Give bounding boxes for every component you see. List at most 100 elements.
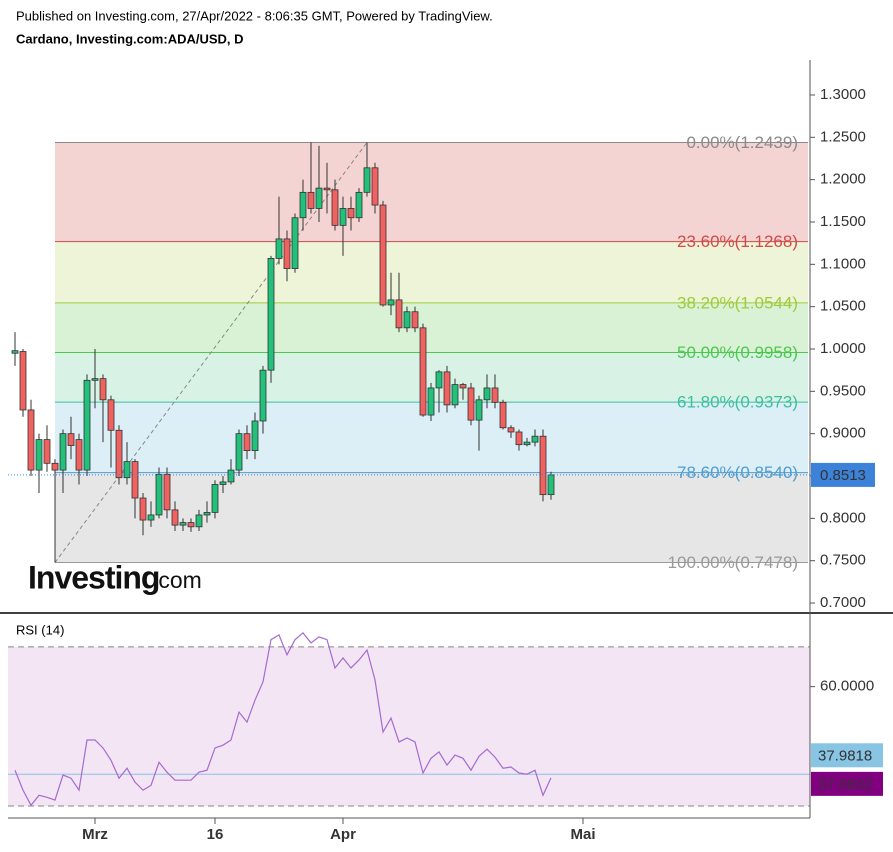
candle-body [459,384,467,389]
candle-body [251,420,259,452]
candle-body [115,429,123,479]
candle-body [275,238,283,259]
candle-body [547,474,555,496]
candle-body [435,371,443,389]
candle-body [483,387,491,401]
candle-body [499,401,507,429]
y-tick-label: 60.0000 [820,678,874,695]
x-tick-label: Mai [570,826,595,843]
fib-label: 78.60%(0.8540) [677,463,798,482]
candle-body [355,191,363,219]
candle-body [451,384,459,406]
candle-body [395,299,403,329]
symbol-title: Cardano, Investing.com:ADA/USD, D [16,31,244,46]
y-tick-label: 1.0000 [820,340,866,357]
rsi-ma-label: 37.9818 [818,747,872,764]
candle-body [523,441,531,446]
candle-body [203,512,211,516]
candle-body [27,409,35,471]
candle-body [107,399,115,431]
y-tick-label: 1.0500 [820,298,866,315]
candle-body [491,387,499,403]
last-price-box [811,462,875,487]
candle-body [163,473,171,511]
candle-body [387,299,395,306]
y-tick-label: 0.9000 [820,425,866,442]
rsi-last-label: 37.0832 [818,776,872,793]
candle-body [83,379,91,471]
candle-body [35,439,43,471]
candle-body [267,257,275,371]
candle-body [515,431,523,446]
candle-body [179,522,187,526]
fib-label: 50.00%(0.9958) [677,343,798,362]
published-note: Published on Investing.com, 27/Apr/2022 … [16,8,493,23]
candle-body [123,461,131,479]
candle-body [139,497,147,521]
candle-body [11,350,19,354]
fib-band [55,302,808,353]
y-tick-label: 1.1000 [820,255,866,272]
y-tick-label: 1.1500 [820,213,866,230]
candle-body [427,387,435,416]
y-tick-label: 0.9500 [820,382,866,399]
candle-body [307,191,315,209]
x-tick-label: Mrz [82,826,108,843]
watermark-brand: Investing [28,559,159,595]
candle-body [235,433,243,471]
candle-body [299,191,307,219]
y-tick-label: 0.7000 [820,594,866,611]
fib-label: 38.20%(1.0544) [677,293,798,312]
fib-band [55,241,808,303]
price-panel: 0.00%(1.2439) 23.60%(1.1268) 38.20%(1.0544… [8,86,875,611]
trend-line [54,142,368,563]
candle-body [371,167,379,206]
fib-label: 100.00%(0.7478) [668,553,798,572]
candle-body [259,369,267,422]
last-price-label: 0.8513 [820,467,866,484]
candle-body [75,439,83,471]
y-tick-label: 0.7500 [820,552,866,569]
candle-body [243,433,251,452]
fib-label: 61.80%(0.9373) [677,393,798,412]
y-tick-label: 1.2500 [820,128,866,145]
candle-body [51,462,59,471]
candle-body [347,208,355,219]
candle-body [507,427,515,433]
fib-band [55,142,808,242]
candle-body [171,509,179,526]
fib-label: 23.60%(1.1268) [677,232,798,251]
candle-body [283,238,291,269]
rsi-line [14,632,552,807]
fib-label: 0.00%(1.2439) [686,133,798,152]
candle-body [211,484,219,513]
fib-band [55,472,808,563]
candle-body [91,378,99,381]
candle-body [291,217,299,269]
candle-body [315,187,323,209]
candle-body [411,311,419,329]
x-tick-label: Apr [330,826,356,843]
rsi-panel: RSI (14) 60.0000 Mrz 16 Apr Mai 37.9818 37.0832 [8,622,883,843]
candle-body [147,514,155,521]
candle-body [475,399,483,421]
candle-body [467,387,475,421]
y-tick-label: 1.2000 [820,171,866,188]
candle-body [43,439,51,464]
candle-body [531,435,539,443]
candle-body [331,189,339,226]
candle-body [403,311,411,329]
candle-body [19,351,27,411]
candle-body [419,327,427,416]
candle-body [99,378,107,401]
candle-body [195,514,203,528]
y-tick-label: 1.3000 [820,86,866,103]
candle-body [187,522,195,528]
watermark-suffix: .com [152,567,202,593]
candle-body [131,461,139,499]
candle-body [59,433,67,471]
candle-body [323,187,331,191]
rsi-ma-box [811,743,883,768]
